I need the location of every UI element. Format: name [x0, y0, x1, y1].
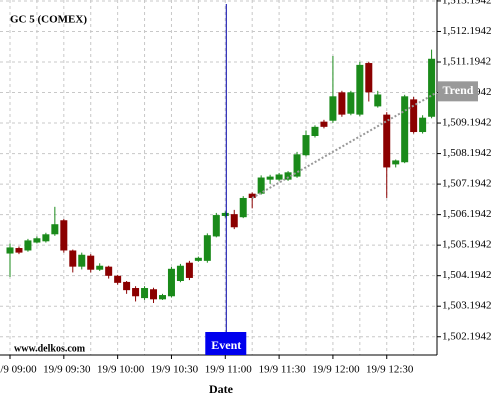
candle-body [33, 238, 41, 243]
candle-body [42, 234, 50, 242]
candle-body [239, 197, 247, 218]
trend-label-box [438, 81, 478, 102]
candle-body [194, 257, 202, 261]
event-label-box [205, 332, 247, 355]
candle-body [365, 63, 373, 93]
candle-body [185, 262, 193, 278]
candle-body [266, 176, 274, 180]
x-tick-label: 19/9 10:30 [151, 364, 199, 376]
watermark: www.delkos.com [14, 343, 86, 354]
x-tick-label: 19/9 11:00 [205, 364, 252, 376]
x-tick-label: 19/9 10:00 [97, 364, 145, 376]
candle-body [132, 288, 140, 297]
candle-body [87, 255, 95, 270]
candle-body [275, 174, 283, 180]
candle-body [320, 121, 328, 127]
candle-body [24, 240, 32, 251]
candle-body [176, 265, 184, 282]
candle-body [221, 212, 229, 216]
y-tick-label: 1,513.1942 [442, 0, 492, 6]
candle-body [410, 99, 418, 133]
y-tick-label: 1,506.1942 [442, 208, 492, 220]
candle-body [329, 96, 337, 121]
candle-body [338, 92, 346, 115]
candle-body [374, 94, 382, 107]
candle-body [114, 275, 122, 283]
x-axis-title: Date [209, 382, 234, 396]
candle-body [356, 64, 364, 115]
candle-body [15, 248, 23, 253]
candle-body [158, 295, 166, 300]
candle-body [167, 268, 175, 297]
candle-body [257, 177, 265, 194]
candle-body [6, 247, 14, 254]
y-tick-label: 1,504.1942 [442, 269, 492, 281]
plot [6, 49, 436, 303]
candle-body [78, 254, 86, 267]
candle-body [302, 135, 310, 156]
trend-line [251, 91, 438, 199]
candle-body [248, 193, 256, 198]
candle-body [401, 96, 409, 163]
candle-body [141, 288, 149, 299]
event-label: Event [211, 338, 241, 352]
candle-body [105, 266, 113, 276]
candle-body [428, 58, 436, 117]
y-tick-label: 1,505.1942 [442, 239, 492, 251]
x-tick-label: 19/9 12:00 [312, 364, 360, 376]
candle-body [284, 172, 292, 180]
y-tick-label: 1,512.1942 [442, 25, 492, 37]
candle-body [311, 126, 319, 136]
x-tick-label: 19/9 11:30 [259, 364, 306, 376]
x-tick-label: 19/9 12:30 [366, 364, 414, 376]
chart-title: GC 5 (COMEX) [10, 14, 87, 26]
y-tick-label: 1,511.1942 [442, 56, 491, 68]
candle-body [293, 154, 301, 177]
candle-body [212, 215, 220, 237]
y-tick-label: 1,509.1942 [442, 117, 492, 129]
candle-body [123, 281, 131, 291]
candle-body [51, 224, 59, 235]
y-tick-label: 1,503.1942 [442, 300, 492, 312]
candle-body [392, 160, 400, 165]
candle-body [60, 220, 68, 251]
candle-body [69, 250, 77, 267]
candle-body [150, 289, 158, 300]
candle-body [419, 117, 427, 133]
candle-body [230, 214, 238, 228]
x-tick-label: 19/9 09:30 [43, 364, 91, 376]
trend-label: Trend [443, 83, 474, 97]
y-tick-label: 1,507.1942 [442, 178, 492, 190]
y-tick-label: 1,502.1942 [442, 330, 492, 342]
candle-body [96, 265, 104, 270]
candle-body [203, 235, 211, 261]
x-tick-label: 19/9 09:00 [0, 364, 37, 376]
candle-body [383, 114, 391, 168]
candle-body [347, 92, 355, 114]
y-tick-label: 1,508.1942 [442, 147, 492, 159]
